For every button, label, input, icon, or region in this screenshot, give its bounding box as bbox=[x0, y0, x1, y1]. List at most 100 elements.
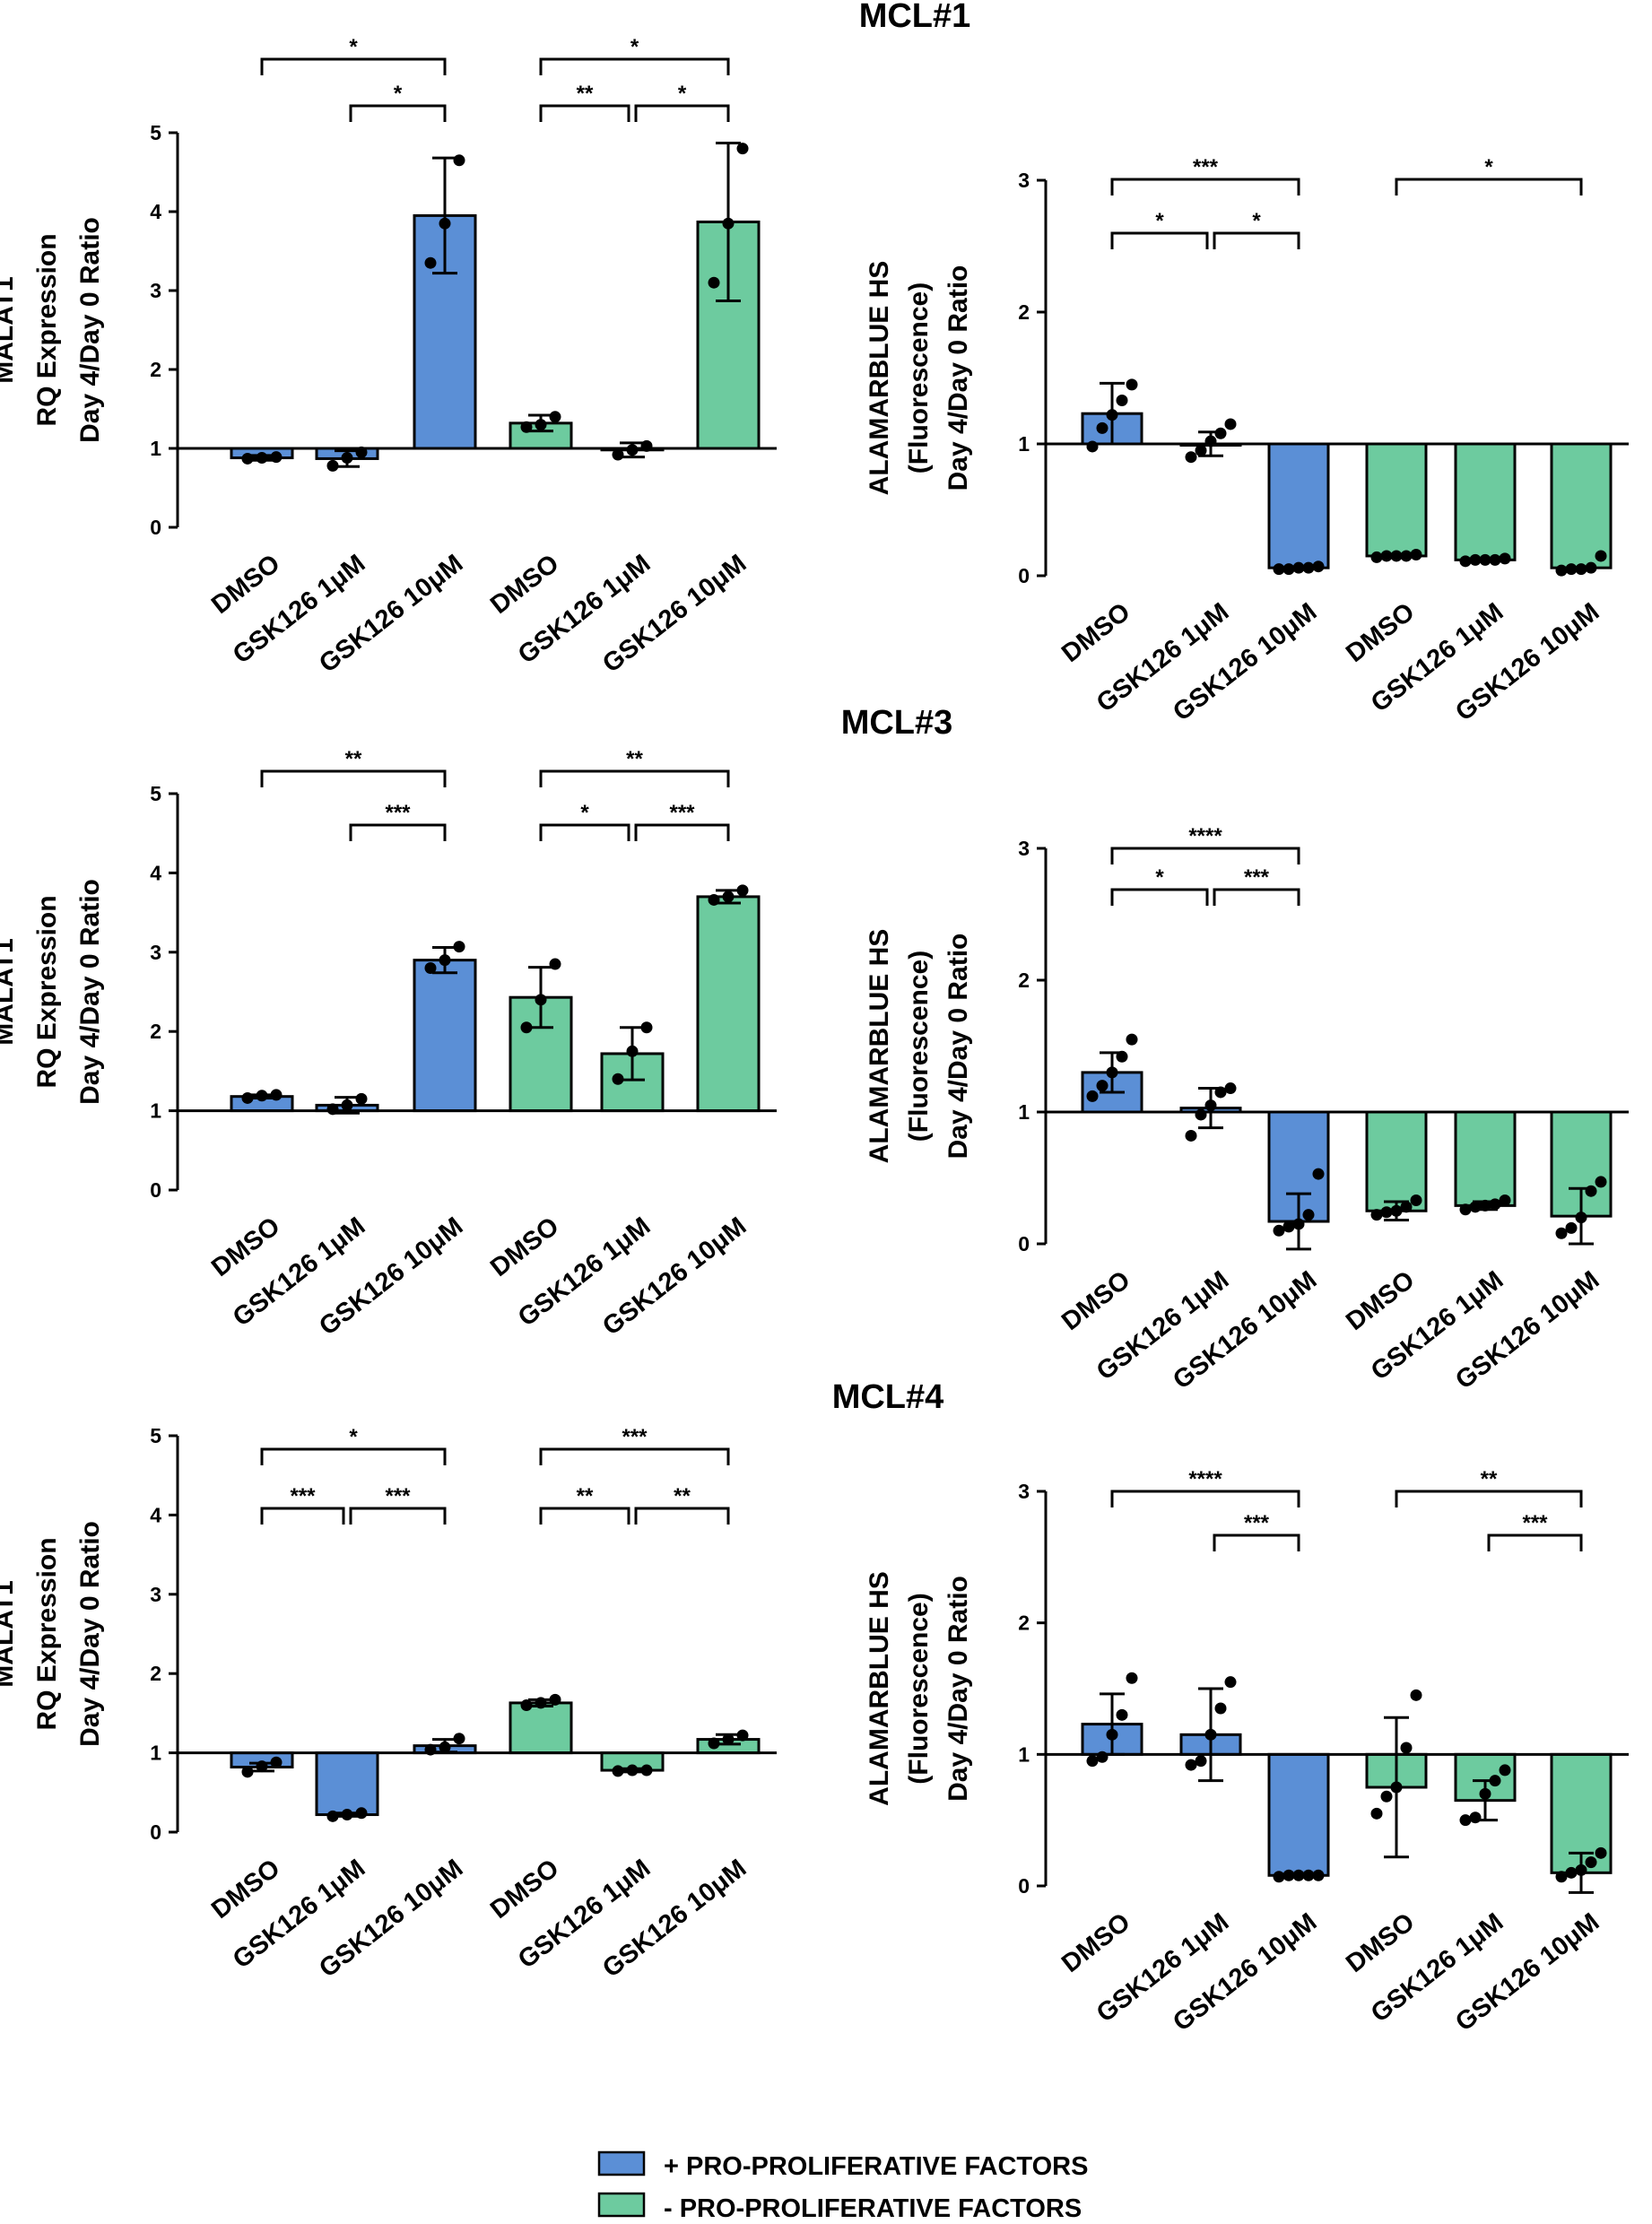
significance-bracket bbox=[539, 1447, 730, 1465]
legend-label-minus: - PRO-PROLIFERATIVE FACTORS bbox=[664, 2194, 1082, 2223]
y-tick-label: 1 bbox=[1018, 1742, 1030, 1766]
significance-label: ** bbox=[674, 1484, 691, 1508]
y-tick-label: 3 bbox=[1018, 1480, 1030, 1503]
x-tick-label: DMSO bbox=[1341, 597, 1420, 668]
data-point bbox=[1380, 550, 1393, 562]
data-point bbox=[1204, 1099, 1217, 1112]
data-point bbox=[355, 1807, 368, 1820]
data-point bbox=[424, 1743, 437, 1756]
significance-label: * bbox=[580, 801, 589, 825]
data-point bbox=[1410, 1194, 1422, 1206]
data-point bbox=[1185, 1129, 1197, 1142]
significance-bracket bbox=[260, 1507, 345, 1525]
data-point bbox=[1096, 1751, 1109, 1763]
y-tick-label: 2 bbox=[1018, 1612, 1030, 1635]
data-point bbox=[1273, 563, 1285, 576]
significance-label: *** bbox=[622, 1425, 648, 1449]
data-point bbox=[1479, 1199, 1491, 1212]
data-point bbox=[1575, 1212, 1587, 1224]
y-tick-label: 5 bbox=[150, 1424, 161, 1447]
significance-bracket bbox=[1110, 888, 1209, 906]
data-point bbox=[1585, 1856, 1597, 1869]
y-tick-label: 3 bbox=[150, 941, 161, 964]
bar-3 bbox=[1267, 1752, 1330, 1877]
y-axis-label: RQ Expression bbox=[32, 895, 62, 1088]
significance-bracket bbox=[634, 104, 730, 122]
data-point bbox=[1116, 394, 1128, 406]
data-point bbox=[1555, 1227, 1568, 1239]
data-point bbox=[1273, 1224, 1285, 1237]
data-point bbox=[1273, 1871, 1285, 1883]
significance-label: * bbox=[1155, 209, 1164, 233]
data-point bbox=[1390, 1781, 1403, 1794]
data-point bbox=[1585, 561, 1597, 574]
significance-label: *** bbox=[669, 801, 695, 825]
y-axis-label: Day 4/Day 0 Ratio bbox=[75, 1521, 105, 1747]
y-axis-label: Day 4/Day 0 Ratio bbox=[75, 879, 105, 1105]
data-point bbox=[341, 452, 353, 465]
data-point bbox=[1370, 1807, 1383, 1820]
significance-bracket bbox=[539, 1507, 630, 1525]
y-tick-label: 1 bbox=[150, 437, 161, 460]
y-tick-label: 2 bbox=[150, 1662, 161, 1685]
significance-bracket bbox=[539, 823, 630, 841]
y-axis-label: MALAT1 bbox=[0, 1580, 19, 1687]
chart-title: MCL#4 bbox=[832, 1378, 944, 1416]
significance-bracket bbox=[260, 769, 447, 787]
data-point bbox=[256, 1760, 268, 1773]
data-point bbox=[1410, 1689, 1422, 1701]
data-point bbox=[1499, 552, 1511, 565]
data-point bbox=[1489, 1775, 1501, 1787]
data-point bbox=[640, 439, 653, 452]
data-point bbox=[1126, 378, 1138, 391]
data-point bbox=[1555, 564, 1568, 577]
data-point bbox=[1400, 1742, 1413, 1754]
data-point bbox=[1086, 1755, 1099, 1768]
data-point bbox=[1195, 1108, 1207, 1121]
significance-bracket bbox=[1110, 231, 1209, 249]
data-point bbox=[1292, 561, 1305, 574]
data-point bbox=[1214, 1086, 1227, 1099]
y-tick-label: 0 bbox=[150, 1820, 161, 1844]
data-point bbox=[1302, 561, 1315, 574]
data-point bbox=[1116, 1708, 1128, 1721]
significance-bracket bbox=[1213, 231, 1300, 249]
data-point bbox=[439, 1741, 451, 1753]
y-tick-label: 3 bbox=[1018, 169, 1030, 192]
y-axis-label: Day 4/Day 0 Ratio bbox=[943, 265, 973, 491]
data-point bbox=[736, 1729, 749, 1742]
data-point bbox=[612, 1073, 624, 1085]
significance-bracket bbox=[1213, 1533, 1300, 1551]
data-point bbox=[1302, 1209, 1315, 1221]
data-point bbox=[1400, 550, 1413, 562]
x-tick-label: DMSO bbox=[206, 549, 285, 620]
data-point bbox=[520, 1699, 533, 1712]
y-tick-label: 0 bbox=[150, 516, 161, 539]
data-point bbox=[1595, 1846, 1607, 1859]
data-point bbox=[1499, 1194, 1511, 1206]
data-point bbox=[270, 1089, 283, 1101]
data-point bbox=[549, 958, 561, 970]
data-point bbox=[1214, 1702, 1227, 1715]
data-point bbox=[1106, 409, 1118, 421]
chart-panel-4: ALAMARBLUE HS (Fluorescence) Day 4/Day 0 R… bbox=[865, 824, 1629, 1395]
y-axis-label: MALAT1 bbox=[0, 938, 19, 1045]
data-point bbox=[439, 217, 451, 230]
significance-label: *** bbox=[385, 1484, 411, 1508]
significance-label: * bbox=[630, 35, 639, 59]
y-tick-label: 5 bbox=[150, 782, 161, 805]
significance-label: *** bbox=[290, 1484, 316, 1508]
y-tick-label: 4 bbox=[150, 200, 161, 223]
y-tick-label: 2 bbox=[1018, 969, 1030, 992]
y-tick-label: 2 bbox=[150, 1020, 161, 1043]
y-axis-label: Day 4/Day 0 Ratio bbox=[943, 934, 973, 1160]
data-point bbox=[1479, 1787, 1491, 1800]
data-point bbox=[1575, 563, 1587, 576]
data-point bbox=[1195, 1755, 1207, 1768]
data-point bbox=[1380, 1206, 1393, 1219]
data-point bbox=[1106, 1066, 1118, 1079]
significance-bracket bbox=[1110, 178, 1300, 195]
data-point bbox=[1499, 1764, 1511, 1777]
chart-panel-5: MCL#4 MALAT1 RQ Expression Day 4/Day 0 Rati… bbox=[0, 1378, 943, 1984]
